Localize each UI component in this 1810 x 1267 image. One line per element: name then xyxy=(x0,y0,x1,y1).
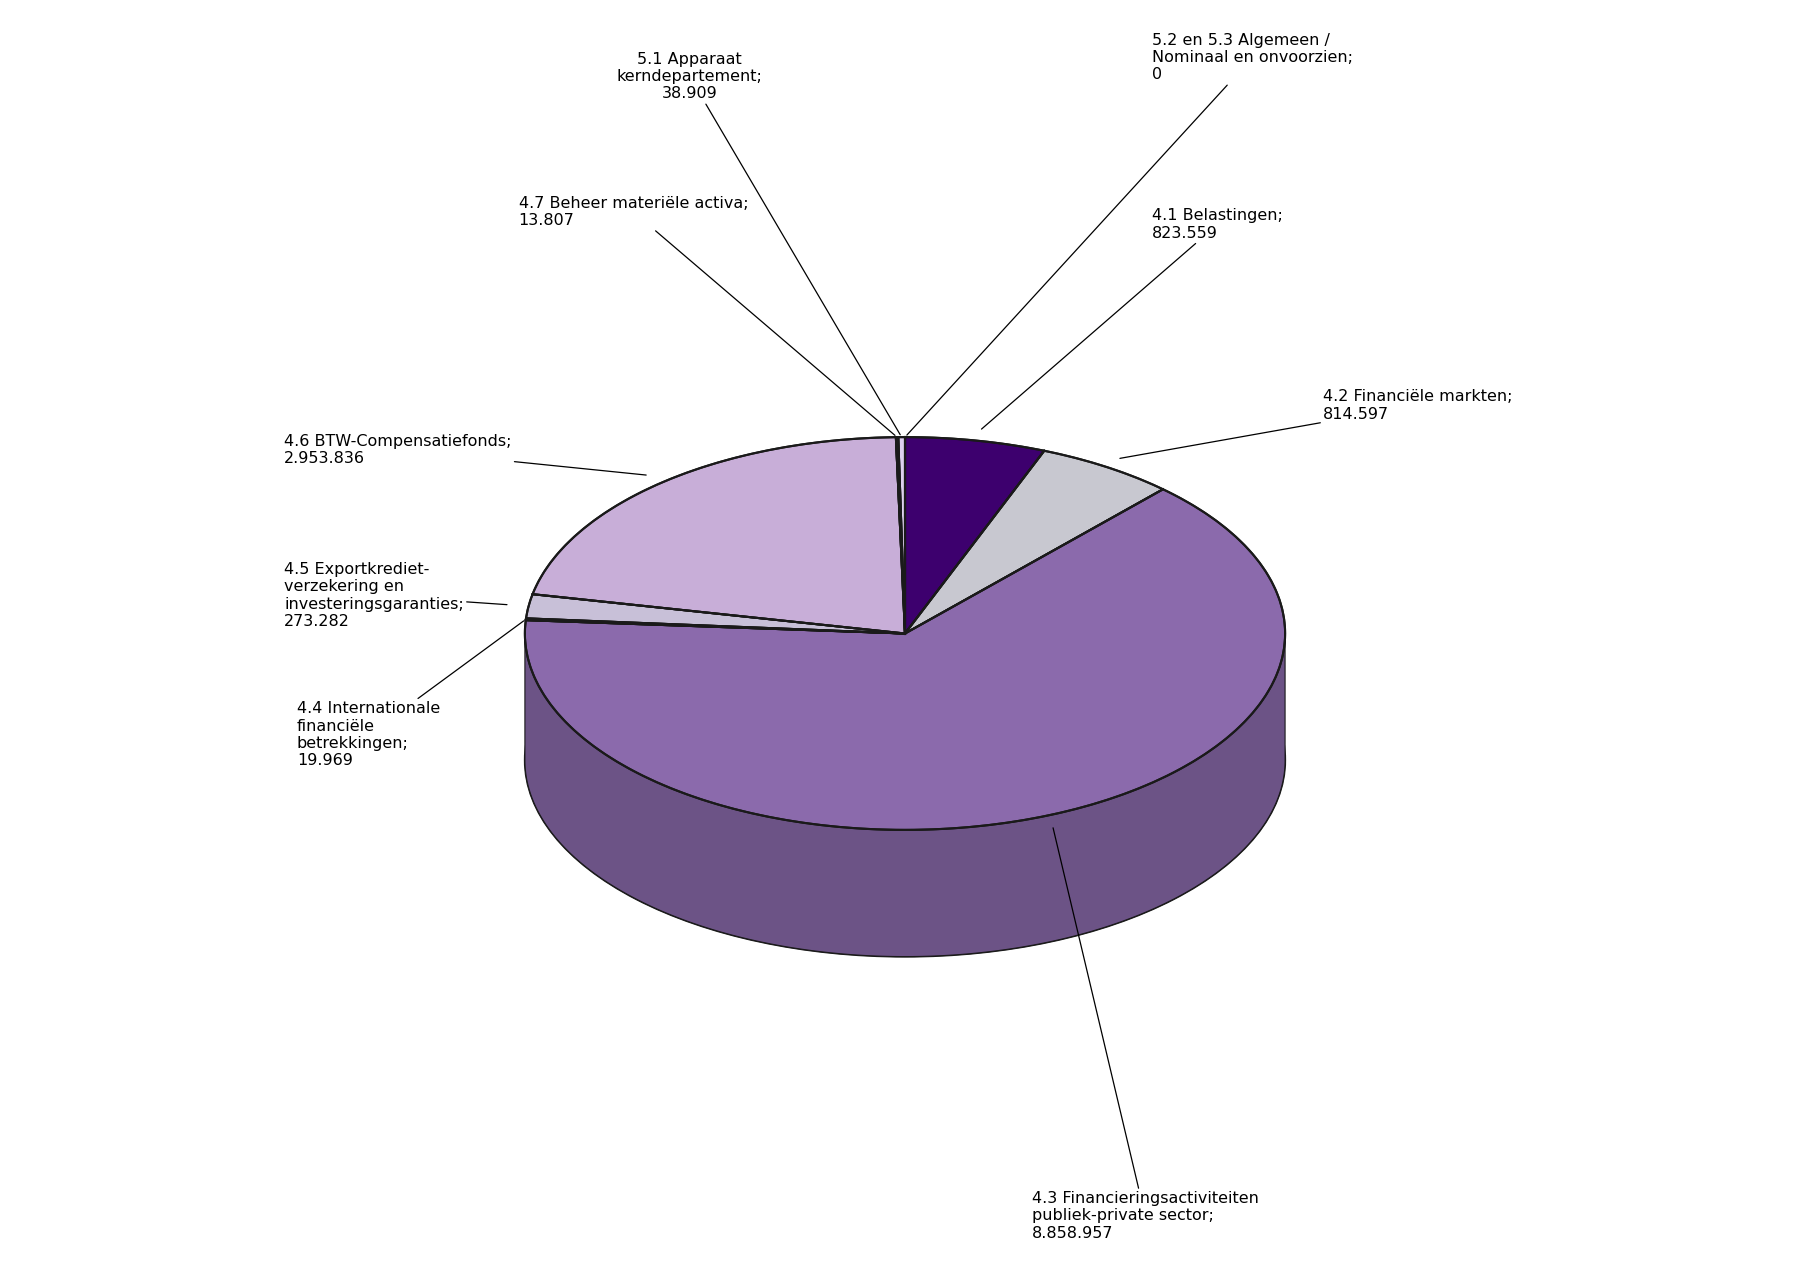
Polygon shape xyxy=(525,634,1285,957)
Text: 5.1 Apparaat
kerndepartement;
38.909: 5.1 Apparaat kerndepartement; 38.909 xyxy=(617,52,900,435)
Text: 4.7 Beheer materiële activa;
13.807: 4.7 Beheer materiële activa; 13.807 xyxy=(518,195,894,436)
Polygon shape xyxy=(905,451,1164,634)
Text: 4.1 Belastingen;
823.559: 4.1 Belastingen; 823.559 xyxy=(981,208,1283,430)
Polygon shape xyxy=(905,437,1044,634)
Polygon shape xyxy=(898,437,905,634)
Text: 4.4 Internationale
financiële
betrekkingen;
19.969: 4.4 Internationale financiële betrekking… xyxy=(297,621,523,769)
Polygon shape xyxy=(525,489,1285,830)
Ellipse shape xyxy=(525,564,1285,957)
Polygon shape xyxy=(896,437,905,634)
Text: 4.3 Financieringsactiviteiten
publiek-private sector;
8.858.957: 4.3 Financieringsactiviteiten publiek-pr… xyxy=(1032,827,1258,1240)
Polygon shape xyxy=(525,618,905,634)
Polygon shape xyxy=(527,594,905,634)
Polygon shape xyxy=(532,437,905,634)
Text: 4.6 BTW-Compensatiefonds;
2.953.836: 4.6 BTW-Compensatiefonds; 2.953.836 xyxy=(284,433,646,475)
Text: 4.2 Financiële markten;
814.597: 4.2 Financiële markten; 814.597 xyxy=(1120,389,1513,459)
Text: 4.5 Exportkrediet-
verzekering en
investeringsgaranties;
273.282: 4.5 Exportkrediet- verzekering en invest… xyxy=(284,561,507,630)
Text: 5.2 en 5.3 Algemeen /
Nominaal en onvoorzien;
0: 5.2 en 5.3 Algemeen / Nominaal en onvoor… xyxy=(907,33,1354,435)
